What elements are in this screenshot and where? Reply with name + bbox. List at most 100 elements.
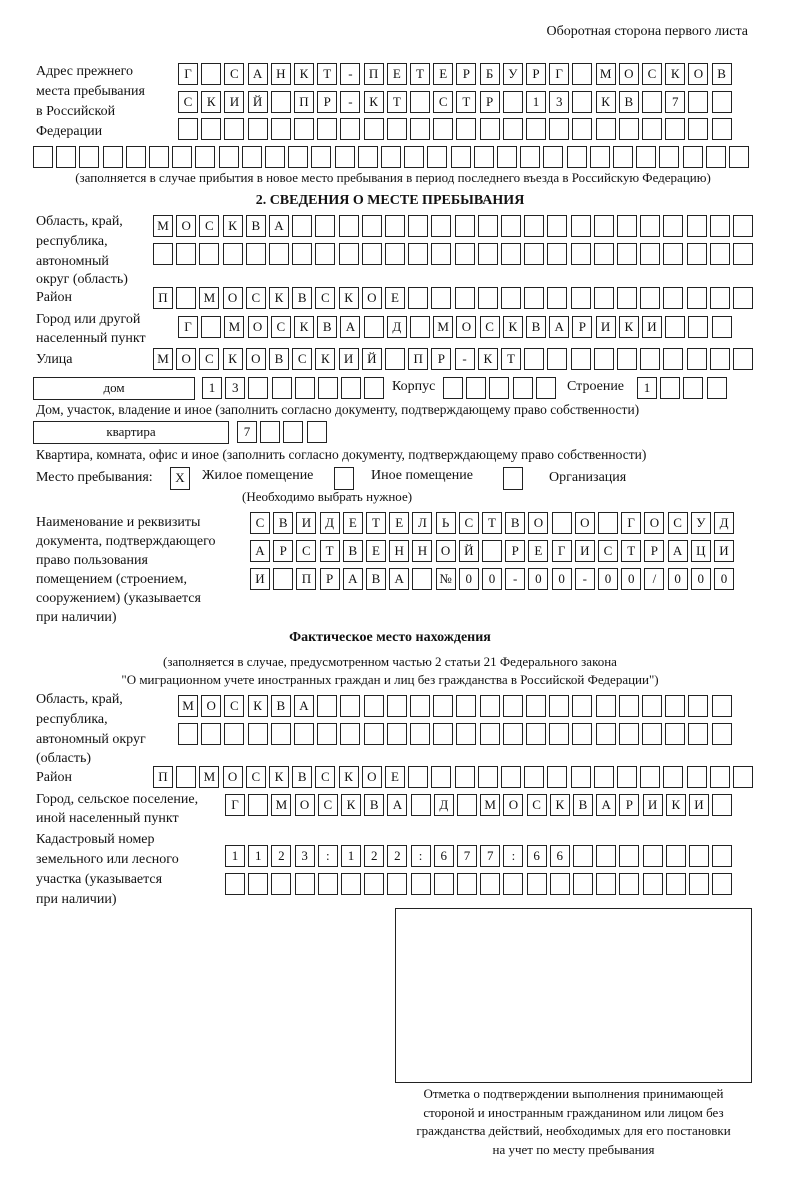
char-cell[interactable]: [688, 723, 709, 745]
char-cell[interactable]: [404, 146, 425, 168]
char-cell[interactable]: С: [224, 695, 245, 717]
char-cell[interactable]: [526, 723, 546, 745]
char-cell[interactable]: П: [294, 91, 314, 113]
char-cell[interactable]: [385, 215, 405, 237]
char-cell[interactable]: А: [247, 63, 268, 85]
char-cell[interactable]: С: [296, 540, 317, 562]
char-cell[interactable]: [547, 348, 568, 370]
char-cell[interactable]: [549, 723, 570, 745]
char-cell[interactable]: [686, 287, 707, 309]
char-cell[interactable]: И: [689, 794, 709, 816]
char-cell[interactable]: С: [199, 348, 220, 370]
char-cell[interactable]: [288, 146, 309, 168]
char-cell[interactable]: [524, 766, 545, 788]
char-cell[interactable]: 0: [458, 568, 479, 590]
char-cell[interactable]: В: [526, 316, 546, 338]
char-cell[interactable]: 0: [621, 568, 642, 590]
char-cell[interactable]: [260, 421, 281, 443]
char-cell[interactable]: Р: [479, 91, 500, 113]
char-cell[interactable]: [454, 243, 475, 265]
char-cell[interactable]: [381, 146, 401, 168]
char-cell[interactable]: М: [153, 348, 173, 370]
char-cell[interactable]: К: [618, 316, 639, 338]
char-cell[interactable]: [570, 766, 591, 788]
char-cell[interactable]: [663, 215, 684, 237]
char-cell[interactable]: [294, 723, 314, 745]
char-cell[interactable]: [642, 723, 662, 745]
apartment-type-field[interactable]: квартира: [33, 421, 229, 444]
char-cell[interactable]: С: [270, 316, 291, 338]
char-cell[interactable]: [270, 723, 291, 745]
char-cell[interactable]: [549, 118, 570, 140]
char-cell[interactable]: /: [644, 568, 665, 590]
char-cell[interactable]: О: [176, 348, 197, 370]
char-cell[interactable]: [317, 118, 338, 140]
char-cell[interactable]: К: [269, 766, 289, 788]
char-cell[interactable]: Р: [319, 568, 340, 590]
char-cell[interactable]: [410, 695, 430, 717]
char-cell[interactable]: А: [342, 568, 363, 590]
char-cell[interactable]: [570, 215, 591, 237]
char-cell[interactable]: 0: [482, 568, 502, 590]
char-cell[interactable]: [311, 146, 332, 168]
char-cell[interactable]: [618, 695, 639, 717]
char-cell[interactable]: Г: [551, 540, 572, 562]
char-cell[interactable]: М: [480, 794, 501, 816]
char-cell[interactable]: [149, 146, 169, 168]
char-cell[interactable]: В: [342, 540, 363, 562]
char-cell[interactable]: [364, 377, 385, 399]
char-cell[interactable]: Т: [482, 512, 502, 534]
char-cell[interactable]: [663, 287, 684, 309]
char-cell[interactable]: [466, 377, 487, 399]
char-cell[interactable]: О: [361, 287, 382, 309]
char-cell[interactable]: А: [596, 794, 617, 816]
char-cell[interactable]: [547, 287, 568, 309]
char-cell[interactable]: [408, 243, 429, 265]
char-cell[interactable]: [477, 215, 498, 237]
char-cell[interactable]: [711, 91, 732, 113]
char-cell[interactable]: [361, 215, 382, 237]
char-cell[interactable]: [686, 348, 707, 370]
char-cell[interactable]: [433, 873, 454, 895]
char-cell[interactable]: [503, 873, 524, 895]
checkbox-residential[interactable]: X: [170, 467, 190, 490]
char-cell[interactable]: [317, 723, 338, 745]
char-cell[interactable]: [663, 348, 684, 370]
char-cell[interactable]: [224, 118, 245, 140]
char-cell[interactable]: С: [245, 287, 266, 309]
char-cell[interactable]: [683, 377, 704, 399]
char-cell[interactable]: [386, 695, 407, 717]
char-cell[interactable]: [665, 845, 686, 867]
char-cell[interactable]: С: [433, 91, 454, 113]
checkbox-organization[interactable]: [503, 467, 523, 490]
char-cell[interactable]: С: [667, 512, 688, 534]
char-cell[interactable]: [408, 766, 429, 788]
char-cell[interactable]: М: [178, 695, 198, 717]
char-cell[interactable]: [613, 146, 633, 168]
char-cell[interactable]: [431, 766, 452, 788]
char-cell[interactable]: [589, 146, 610, 168]
char-cell[interactable]: [640, 766, 661, 788]
char-cell[interactable]: К: [338, 766, 359, 788]
char-cell[interactable]: К: [294, 63, 314, 85]
char-cell[interactable]: Е: [433, 63, 454, 85]
char-cell[interactable]: 1: [225, 845, 245, 867]
char-cell[interactable]: [682, 146, 703, 168]
char-cell[interactable]: [593, 766, 614, 788]
char-cell[interactable]: [224, 723, 245, 745]
char-cell[interactable]: С: [245, 766, 266, 788]
char-cell[interactable]: О: [247, 316, 268, 338]
char-cell[interactable]: М: [595, 63, 616, 85]
char-cell[interactable]: [294, 377, 315, 399]
char-cell[interactable]: [479, 118, 500, 140]
char-cell[interactable]: [56, 146, 77, 168]
char-cell[interactable]: [640, 348, 661, 370]
char-cell[interactable]: [431, 215, 452, 237]
char-cell[interactable]: [566, 146, 587, 168]
char-cell[interactable]: [501, 766, 521, 788]
char-cell[interactable]: [660, 377, 681, 399]
char-cell[interactable]: С: [598, 540, 618, 562]
char-cell[interactable]: Н: [412, 540, 433, 562]
char-cell[interactable]: О: [222, 287, 243, 309]
char-cell[interactable]: [431, 243, 452, 265]
